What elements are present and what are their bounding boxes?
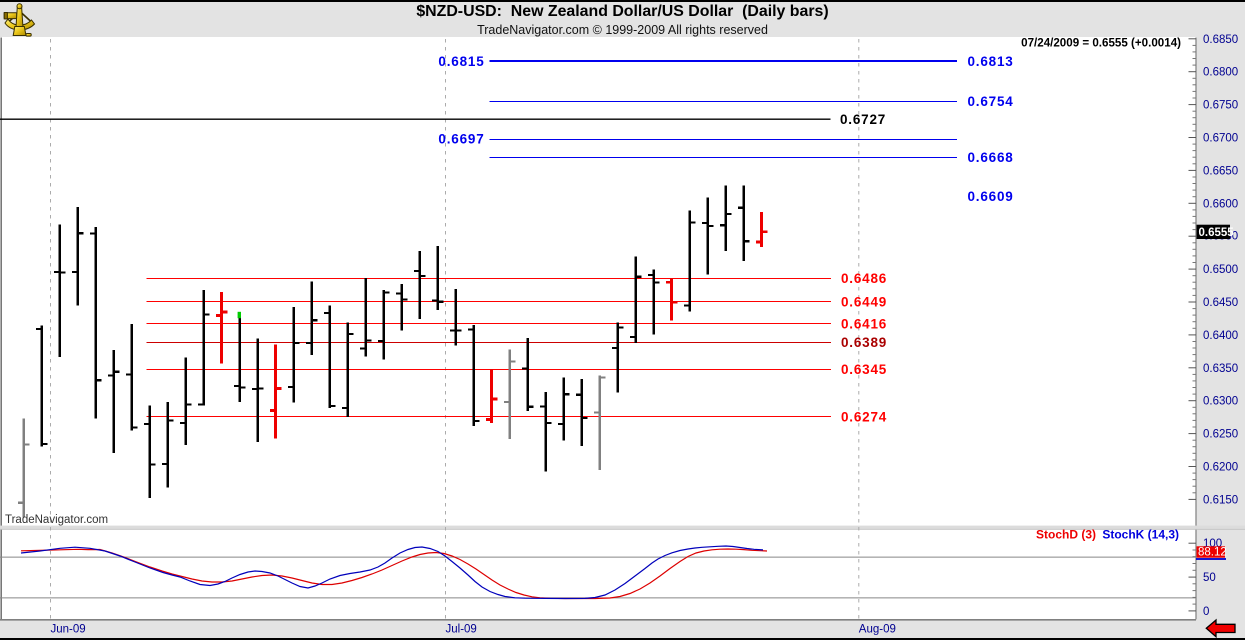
- svg-text:0.6727: 0.6727: [840, 112, 886, 127]
- svg-text:50: 50: [1203, 572, 1216, 584]
- svg-text:0.6300: 0.6300: [1203, 396, 1238, 408]
- svg-text:0.6500: 0.6500: [1203, 264, 1238, 276]
- svg-text:0.6600: 0.6600: [1203, 198, 1238, 210]
- svg-text:88.12: 88.12: [1198, 547, 1227, 559]
- svg-text:0: 0: [1203, 606, 1209, 618]
- svg-text:0.6800: 0.6800: [1203, 67, 1238, 79]
- svg-text:0.6350: 0.6350: [1203, 363, 1238, 375]
- svg-text:0.6668: 0.6668: [968, 150, 1014, 165]
- svg-text:07/24/2009 = 0.6555 (+0.0014): 07/24/2009 = 0.6555 (+0.0014): [1021, 37, 1181, 50]
- svg-text:0.6697: 0.6697: [438, 132, 484, 147]
- svg-text:0.6750: 0.6750: [1203, 100, 1238, 112]
- svg-text:0.6416: 0.6416: [841, 317, 887, 332]
- svg-text:0.6650: 0.6650: [1203, 165, 1238, 177]
- svg-text:0.6486: 0.6486: [841, 271, 887, 286]
- svg-text:Jun-09: Jun-09: [51, 624, 86, 636]
- svg-text:0.6850: 0.6850: [1203, 34, 1238, 46]
- svg-text:Aug-09: Aug-09: [859, 624, 896, 636]
- svg-text:StochD (3): StochD (3): [1036, 527, 1096, 541]
- svg-text:0.6700: 0.6700: [1203, 133, 1238, 145]
- svg-text:0.6813: 0.6813: [968, 54, 1014, 69]
- svg-text:0.6609: 0.6609: [968, 189, 1014, 204]
- svg-text:StochK (14,3): StochK (14,3): [1102, 527, 1179, 541]
- svg-text:0.6450: 0.6450: [1203, 297, 1238, 309]
- svg-text:0.6389: 0.6389: [841, 335, 887, 350]
- svg-text:0.6449: 0.6449: [841, 295, 887, 310]
- svg-text:0.6754: 0.6754: [968, 94, 1014, 109]
- svg-text:0.6555: 0.6555: [1199, 227, 1235, 239]
- svg-text:0.6815: 0.6815: [438, 54, 484, 69]
- svg-text:0.6345: 0.6345: [841, 362, 887, 377]
- svg-text:0.6200: 0.6200: [1203, 462, 1238, 474]
- svg-text:TradeNavigator.com: TradeNavigator.com: [5, 514, 108, 526]
- svg-text:0.6400: 0.6400: [1203, 330, 1238, 342]
- svg-text:Jul-09: Jul-09: [446, 624, 477, 636]
- svg-text:0.6250: 0.6250: [1203, 429, 1238, 441]
- svg-text:0.6150: 0.6150: [1203, 494, 1238, 506]
- svg-text:0.6274: 0.6274: [841, 410, 887, 425]
